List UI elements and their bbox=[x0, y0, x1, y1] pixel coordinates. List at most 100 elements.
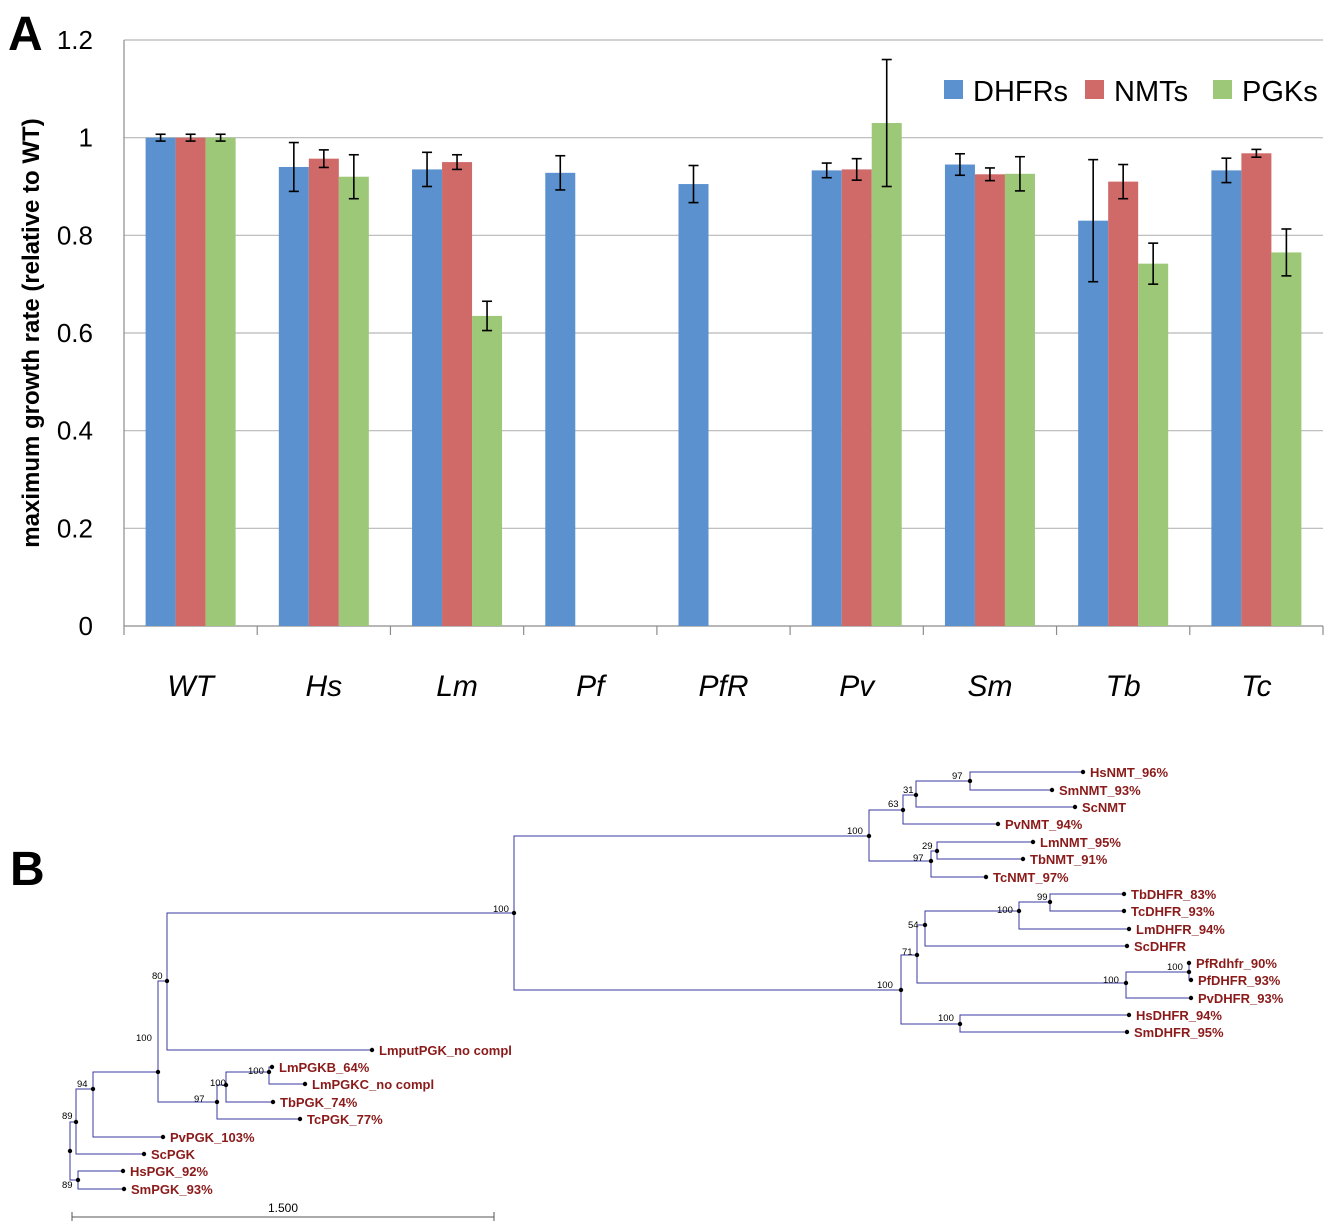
tree-branch bbox=[868, 809, 903, 836]
tree-leaf-dot bbox=[1188, 977, 1194, 983]
panel-a-letter: A bbox=[8, 8, 43, 61]
tree-branch bbox=[868, 836, 931, 862]
tree-branch bbox=[969, 771, 1083, 781]
tree-branch bbox=[915, 795, 1075, 808]
bar-nmts-tc bbox=[1241, 153, 1272, 626]
tree-leaf-dot bbox=[1072, 804, 1078, 810]
tree-branch bbox=[69, 1121, 76, 1151]
tree-branch bbox=[157, 1072, 217, 1103]
y-tick-label: 0.4 bbox=[57, 416, 93, 446]
tree-leaf-label: PvPGK_103% bbox=[170, 1130, 255, 1145]
x-tick-label: Pv bbox=[839, 670, 876, 703]
bar-pgks-wt bbox=[205, 137, 236, 626]
tree-node bbox=[164, 978, 170, 984]
bar-pgks-tb bbox=[1138, 263, 1169, 626]
tree-node bbox=[214, 1099, 220, 1105]
bar-nmts-lm bbox=[442, 162, 473, 627]
x-tick-label: Sm bbox=[967, 670, 1012, 703]
tree-leaf-dot bbox=[1049, 787, 1055, 793]
bar-dhfrs-wt bbox=[145, 137, 176, 626]
tree-branch bbox=[924, 925, 1127, 947]
phylogenetic-tree: HsNMT_96% SmNMT_93% ScNMT PvNMT_94% LmNMT_95… bbox=[62, 765, 1284, 1221]
tree-branch bbox=[268, 1072, 305, 1085]
x-tick-label: PfR bbox=[698, 670, 748, 703]
tree-support-value: 89 bbox=[62, 1111, 73, 1122]
bar-dhfrs-pv bbox=[811, 170, 842, 626]
tree-leaf-label: TcPGK_77% bbox=[307, 1112, 383, 1127]
tree-leaf-dot bbox=[297, 1116, 303, 1122]
tree-branch bbox=[959, 1024, 1127, 1033]
x-tick-label: Pf bbox=[576, 670, 607, 703]
tree-leaf-dot bbox=[1126, 926, 1132, 932]
tree-branch bbox=[916, 924, 925, 955]
tree-branch bbox=[916, 955, 1126, 984]
tree-node bbox=[73, 1119, 79, 1125]
tree-leaf-dot bbox=[1188, 995, 1194, 1001]
tree-leaf-dot bbox=[269, 1064, 275, 1070]
x-tick-label: Tb bbox=[1106, 670, 1141, 703]
tree-branch bbox=[92, 1089, 163, 1138]
tree-branch bbox=[77, 1180, 124, 1190]
tree-support-value: 100 bbox=[997, 905, 1013, 916]
tree-support-value: 71 bbox=[902, 947, 913, 958]
tree-node bbox=[922, 922, 928, 928]
x-tick-label: Lm bbox=[436, 670, 478, 703]
bar-dhfrs-pf bbox=[545, 172, 576, 626]
bar-pgks-hs bbox=[338, 176, 369, 626]
tree-leaf-dot bbox=[120, 1168, 126, 1174]
tree-node bbox=[1016, 908, 1022, 914]
tree-support-value: 97 bbox=[952, 771, 963, 782]
tree-leaf-label: LmNMT_95% bbox=[1040, 835, 1121, 850]
bar-pgks-sm bbox=[1004, 173, 1035, 626]
tree-node bbox=[898, 987, 904, 993]
legend-swatch-nmts bbox=[1085, 80, 1104, 99]
tree-leaf-dot bbox=[121, 1186, 127, 1192]
tree-leaf-label: PfDHFR_93% bbox=[1198, 973, 1281, 988]
tree-support-value: 100 bbox=[877, 980, 893, 991]
y-tick-label: 1 bbox=[79, 123, 93, 153]
bar-pgks-lm bbox=[472, 315, 503, 626]
panel-b-letter: B bbox=[10, 843, 45, 896]
tree-branch bbox=[225, 1085, 273, 1103]
tree-leaf-label: SmDHFR_95% bbox=[1134, 1025, 1224, 1040]
x-tick-label: Hs bbox=[305, 670, 342, 703]
tree-leaf-dot bbox=[369, 1047, 375, 1053]
tree-branch bbox=[69, 1151, 78, 1181]
tree-branch bbox=[77, 1170, 123, 1180]
tree-node bbox=[67, 1148, 73, 1154]
tree-leaf-label: PvDHFR_93% bbox=[1198, 991, 1284, 1006]
tree-node bbox=[511, 910, 517, 916]
tree-leaf-dot bbox=[141, 1151, 147, 1157]
tree-support-value: 100 bbox=[938, 1013, 954, 1024]
tree-leaf-dot bbox=[1124, 943, 1130, 949]
y-tick-label: 0.8 bbox=[57, 220, 93, 250]
tree-branch bbox=[513, 913, 901, 991]
bar-dhfrs-sm bbox=[944, 164, 975, 626]
tree-branch bbox=[959, 1014, 1129, 1024]
y-tick-label: 0 bbox=[79, 611, 93, 641]
tree-leaf-dot bbox=[1186, 960, 1192, 966]
legend-label: NMTs bbox=[1114, 76, 1188, 108]
y-tick-label: 0.2 bbox=[57, 513, 93, 543]
tree-branch bbox=[166, 981, 372, 1051]
tree-leaf-label: ScDHFR bbox=[1134, 939, 1187, 954]
tree-leaf-label: PvNMT_94% bbox=[1005, 817, 1083, 832]
tree-node bbox=[934, 848, 940, 854]
tree-branch bbox=[1125, 983, 1191, 999]
tree-support-value: 80 bbox=[152, 971, 163, 982]
tree-branch bbox=[225, 1071, 269, 1085]
tree-support-value: 54 bbox=[908, 920, 919, 931]
tree-support-value: 100 bbox=[493, 904, 509, 915]
tree-leaf-dot bbox=[995, 821, 1001, 827]
tree-branch bbox=[902, 794, 916, 810]
tree-branch bbox=[930, 861, 986, 878]
tree-support-value: 97 bbox=[194, 1094, 205, 1105]
tree-node bbox=[866, 833, 872, 839]
tree-leaf-dot bbox=[1121, 908, 1127, 914]
tree-leaf-dot bbox=[983, 874, 989, 880]
tree-leaf-dot bbox=[302, 1081, 308, 1087]
x-tick-label: Tc bbox=[1241, 670, 1272, 703]
legend-swatch-dhfrs bbox=[944, 80, 963, 99]
tree-branch bbox=[915, 780, 970, 795]
tree-leaf-label: ScPGK bbox=[151, 1147, 196, 1162]
